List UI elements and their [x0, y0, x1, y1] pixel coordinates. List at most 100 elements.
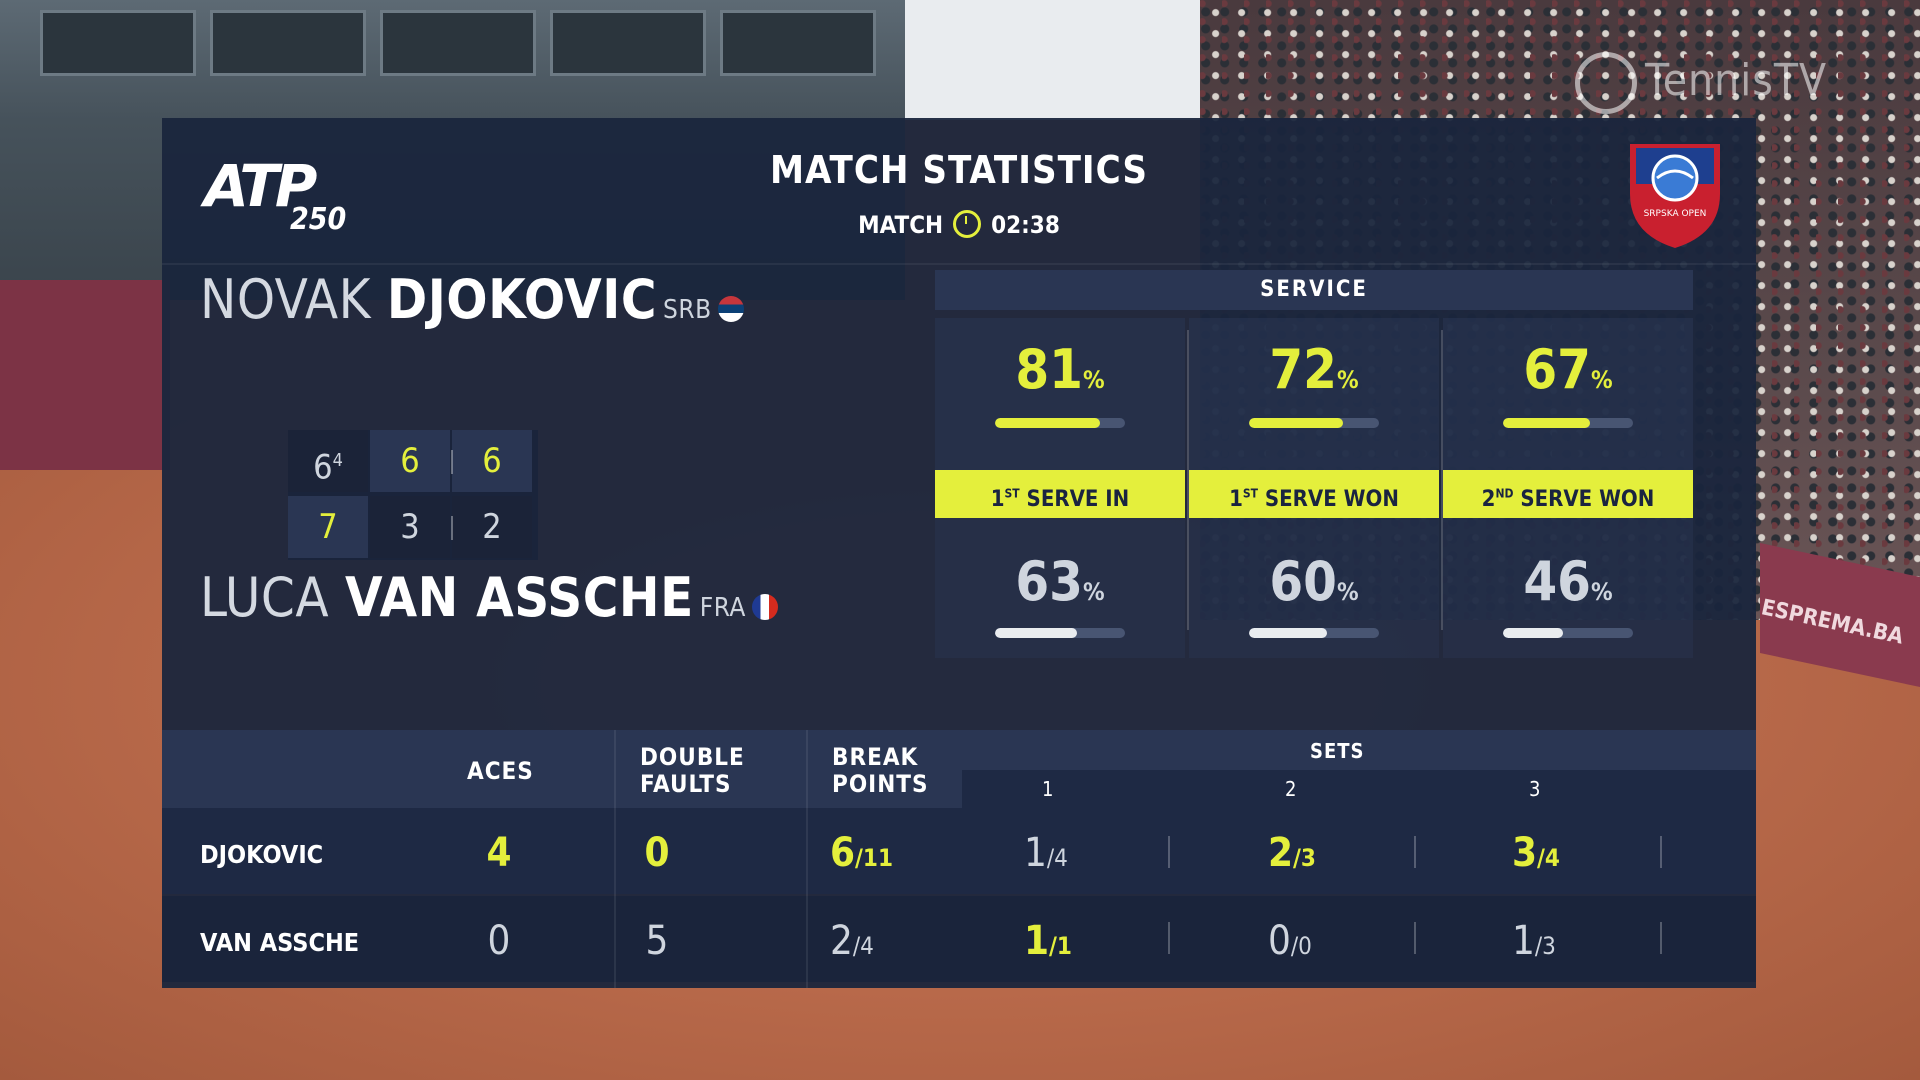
clock-icon	[953, 210, 982, 238]
set1-p2: 7	[288, 496, 368, 558]
building-window	[40, 10, 196, 76]
p1-second-serve-won: 67%	[1523, 338, 1613, 401]
panel-title: MATCH STATISTICS	[769, 148, 1149, 192]
set2-p2: 3	[370, 496, 450, 558]
bar-fill	[1249, 628, 1327, 638]
score-separator	[451, 516, 453, 540]
p1-first-serve-won-bar	[1249, 418, 1379, 428]
break-points-value: 2/4	[830, 918, 874, 964]
service-top-cell	[1189, 318, 1439, 470]
service-top-cell	[1443, 318, 1693, 470]
p2-first-serve-in-bar	[995, 628, 1125, 638]
match-time: 02:38	[991, 211, 1060, 239]
p2-first-serve-in: 63%	[1015, 550, 1105, 613]
p2-second-serve-won: 46%	[1523, 550, 1613, 613]
p1-first-serve-won: 72%	[1269, 338, 1359, 401]
header-set-2: 2	[1285, 777, 1298, 801]
service-column-first-serve-in: 81% 1ST SERVE IN 63%	[935, 318, 1185, 658]
service-top-cell	[935, 318, 1185, 470]
building-window	[380, 10, 536, 76]
court-wall-left	[0, 280, 170, 470]
p1-second-serve-won-bar	[1503, 418, 1633, 428]
header-set-3: 3	[1529, 777, 1542, 801]
service-column-second-serve-won: 67% 2ND SERVE WON 46%	[1443, 318, 1693, 658]
set3-bp-value: 1/3	[1512, 918, 1556, 964]
set1-p1: 64	[288, 430, 368, 492]
set2-bp-value: 0/0	[1268, 918, 1312, 964]
player-1-name: NOVAK DJOKOVIC SRB	[200, 268, 744, 331]
header-break-points: BREAK POINTS	[832, 743, 929, 798]
break-points-value: 6/11	[830, 830, 893, 876]
table-row-van-assche: VAN ASSCHE 0 5 2/4 1/1 0/0 1/3	[162, 896, 1756, 982]
set-separator	[1660, 836, 1662, 868]
column-divider	[1187, 330, 1189, 630]
bar-fill	[1503, 418, 1591, 428]
header-double-faults: DOUBLE FAULTS	[640, 743, 745, 798]
header-divider	[162, 263, 1756, 265]
service-stats: SERVICE 81% 1ST SERVE IN 63% 72% 1ST SER…	[935, 270, 1693, 670]
match-stats-table: ACES DOUBLE FAULTS BREAK POINTS SETS 1 2 3…	[162, 730, 1756, 988]
player-2-first: LUCA	[200, 566, 330, 629]
tennistv-text: TennisTV	[1645, 55, 1828, 106]
set3-p1: 6	[452, 430, 532, 492]
match-duration: MATCH 02:38	[162, 210, 1756, 239]
building-window	[720, 10, 876, 76]
player-2-name: LUCA VAN ASSCHE FRA	[200, 566, 778, 629]
header-set-1: 1	[1042, 777, 1055, 801]
set-separator	[1168, 836, 1170, 868]
column-divider	[1441, 330, 1443, 630]
set-scoreboard: 64 6 6 7 3 2	[288, 430, 538, 560]
set-separator	[1414, 836, 1416, 868]
table-row-djokovic: DJOKOVIC 4 0 6/11 1/4 2/3 3/4	[162, 808, 1756, 894]
set3-bp-value: 3/4	[1512, 830, 1560, 876]
building-window	[210, 10, 366, 76]
atp-250-logo: ATP 250	[204, 152, 364, 242]
column-divider	[614, 730, 616, 988]
set-separator	[1414, 922, 1416, 954]
bar-fill	[1503, 628, 1563, 638]
bar-fill	[995, 418, 1101, 428]
set1-bp-value: 1/4	[1024, 830, 1068, 876]
score-separator	[451, 450, 453, 474]
p1-first-serve-in: 81%	[1015, 338, 1105, 401]
double-faults-value: 0	[644, 830, 670, 876]
match-label: MATCH	[858, 211, 944, 239]
p2-first-serve-won-bar	[1249, 628, 1379, 638]
tennistv-watermark: TennisTV	[1575, 52, 1827, 114]
label-first-serve-won: 1ST SERVE WON	[1189, 470, 1439, 518]
player-1-last: DJOKOVIC	[386, 268, 657, 331]
set-separator	[1168, 922, 1170, 954]
serbia-flag-icon	[717, 296, 744, 322]
player-2-last: VAN ASSCHE	[345, 566, 694, 629]
header-sets: SETS	[1310, 739, 1365, 763]
set3-p2: 2	[452, 496, 532, 558]
header-aces: ACES	[467, 757, 534, 785]
aces-value: 0	[487, 918, 511, 964]
row-player-name: DJOKOVIC	[200, 840, 324, 869]
label-second-serve-won: 2ND SERVE WON	[1443, 470, 1693, 518]
atp-logo-text: ATP	[204, 152, 317, 220]
score-row-p1: 64 6 6	[288, 430, 538, 494]
label-first-serve-in: 1ST SERVE IN	[935, 470, 1185, 518]
bar-fill	[995, 628, 1077, 638]
service-heading: SERVICE	[935, 270, 1693, 310]
row-player-name: VAN ASSCHE	[200, 928, 360, 957]
aces-value: 4	[486, 830, 512, 876]
srpska-open-logo: SRPSKA OPEN	[1630, 144, 1720, 248]
set-separator	[1660, 922, 1662, 954]
player-1-first: NOVAK	[200, 268, 371, 331]
double-faults-value: 5	[645, 918, 669, 964]
set2-p1: 6	[370, 430, 450, 492]
tiebreak-score: 4	[332, 450, 343, 471]
p2-second-serve-won-bar	[1503, 628, 1633, 638]
column-divider	[806, 730, 808, 988]
atp-tier: 250	[290, 202, 347, 237]
building-window	[550, 10, 706, 76]
tennistv-logo-icon	[1575, 52, 1637, 114]
set1-bp-value: 1/1	[1024, 918, 1072, 964]
tournament-logo-text: SRPSKA OPEN	[1644, 209, 1707, 219]
score-row-p2: 7 3 2	[288, 496, 538, 560]
player-1-country: SRB	[662, 295, 712, 325]
bar-fill	[1249, 418, 1343, 428]
p2-first-serve-won: 60%	[1269, 550, 1359, 613]
